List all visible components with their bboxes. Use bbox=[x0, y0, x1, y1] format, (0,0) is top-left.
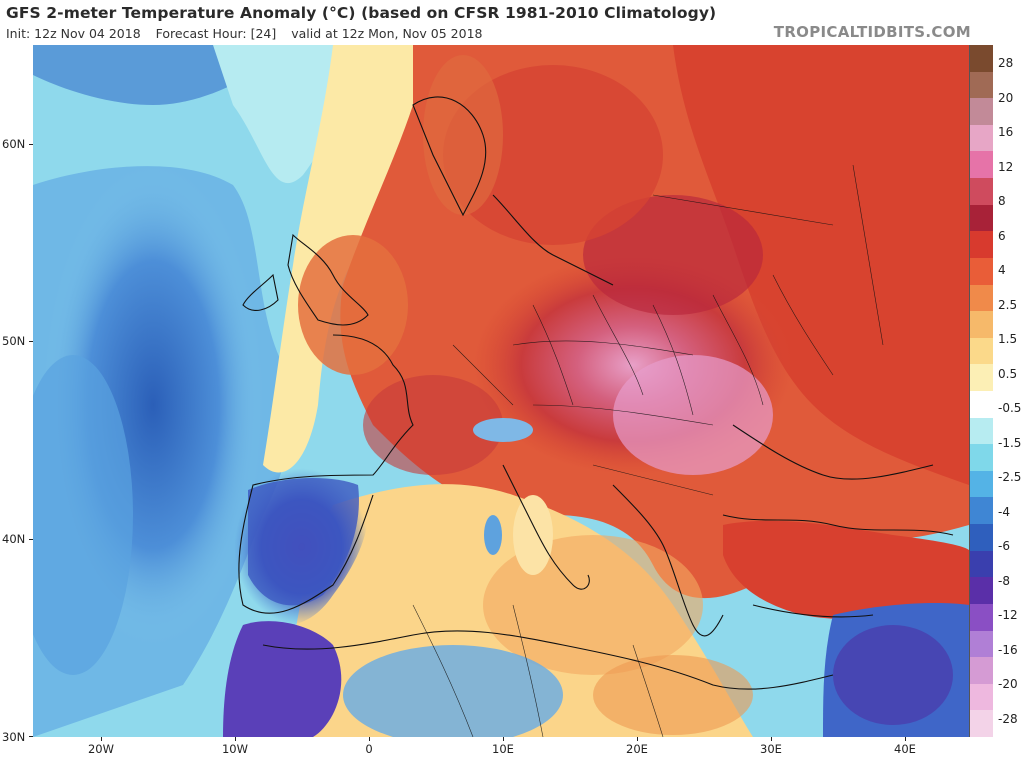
colorbar-cell bbox=[970, 45, 993, 73]
colorbar-cell bbox=[970, 710, 993, 738]
colorbar bbox=[969, 45, 993, 738]
morocco-cold bbox=[223, 621, 342, 737]
alps-cold bbox=[473, 418, 533, 442]
lon-label-40e: 40E bbox=[894, 742, 916, 756]
lon-tick bbox=[771, 737, 772, 741]
lat-label-60n: 60N bbox=[2, 137, 26, 151]
colorbar-tick-label: 4 bbox=[998, 263, 1006, 278]
norway-coast-warm bbox=[423, 55, 503, 215]
levant-cold-core bbox=[833, 625, 953, 725]
valid-time: valid at 12z Mon, Nov 05 2018 bbox=[291, 26, 483, 41]
map-subtitle: Init: 12z Nov 04 2018 Forecast Hour: [24… bbox=[6, 26, 494, 41]
lat-tick bbox=[29, 144, 33, 145]
colorbar-cell bbox=[970, 497, 993, 525]
colorbar-tick-label: -4 bbox=[998, 504, 1010, 519]
lon-tick bbox=[235, 737, 236, 741]
brand-watermark: TROPICALTIDBITS.COM bbox=[773, 23, 971, 41]
baltic-warm bbox=[583, 195, 763, 315]
libya-warm bbox=[593, 655, 753, 735]
colorbar-cell bbox=[970, 577, 993, 605]
turkey-warm bbox=[723, 520, 969, 620]
anomaly-map bbox=[33, 45, 969, 737]
colorbar-tick-label: -0.5 bbox=[998, 401, 1022, 416]
lon-label-30e: 30E bbox=[760, 742, 782, 756]
colorbar-cell bbox=[970, 470, 993, 498]
forecast-hour: Forecast Hour: [24] bbox=[155, 26, 277, 41]
lat-label-40n: 40N bbox=[2, 532, 26, 546]
colorbar-tick-label: 6 bbox=[998, 228, 1006, 243]
france-warm bbox=[363, 375, 503, 475]
colorbar-tick-label: -12 bbox=[998, 608, 1018, 623]
lon-tick bbox=[637, 737, 638, 741]
colorbar-tick-label: 12 bbox=[998, 159, 1014, 174]
colorbar-cell bbox=[970, 550, 993, 578]
colorbar-cell bbox=[970, 98, 993, 126]
map-title: GFS 2-meter Temperature Anomaly (°C) (ba… bbox=[6, 4, 717, 22]
colorbar-cell bbox=[970, 337, 993, 365]
colorbar-tick-label: 8 bbox=[998, 194, 1006, 209]
colorbar-tick-label: 16 bbox=[998, 125, 1014, 140]
russia-warm bbox=[673, 45, 969, 485]
colorbar-cell bbox=[970, 683, 993, 711]
colorbar-tick-label: -28 bbox=[998, 712, 1018, 726]
lon-tick bbox=[503, 737, 504, 741]
colorbar-cell bbox=[970, 524, 993, 552]
britain-warm bbox=[298, 235, 408, 375]
colorbar-tick-label: -6 bbox=[998, 539, 1010, 554]
colorbar-cell bbox=[970, 284, 993, 312]
colorbar-cell bbox=[970, 391, 993, 419]
lon-label-10e: 10E bbox=[492, 742, 514, 756]
lat-label-30n: 30N bbox=[2, 730, 26, 744]
colorbar-cell bbox=[970, 124, 993, 152]
iberia-cold-fill bbox=[248, 478, 359, 606]
sardinia-cold bbox=[484, 515, 502, 555]
colorbar-tick-label: 2.5 bbox=[998, 297, 1018, 312]
colorbar-cell bbox=[970, 231, 993, 259]
country-borders bbox=[412, 164, 884, 737]
colorbar-tick-label: -2.5 bbox=[998, 470, 1022, 485]
colorbar-tick-label: 0.5 bbox=[998, 366, 1018, 381]
colorbar-cell bbox=[970, 257, 993, 286]
colorbar-tick-label: 28 bbox=[998, 56, 1014, 70]
atlantic-cold-west bbox=[33, 355, 133, 675]
colorbar-tick-label: -20 bbox=[998, 677, 1018, 692]
colorbar-cell bbox=[970, 630, 993, 658]
colorbar-tick-label: -1.5 bbox=[998, 435, 1022, 450]
lat-tick bbox=[29, 736, 33, 737]
colorbar-cell bbox=[970, 657, 993, 685]
colorbar-cell bbox=[970, 364, 993, 392]
colorbar-tick-label: -8 bbox=[998, 573, 1010, 588]
colorbar-cell bbox=[970, 417, 993, 445]
algeria-cold bbox=[343, 645, 563, 737]
colorbar-tick-label: 1.5 bbox=[998, 332, 1018, 347]
coastlines bbox=[238, 96, 954, 690]
lon-tick bbox=[905, 737, 906, 741]
colorbar-cell bbox=[970, 603, 993, 632]
colorbar-cell bbox=[970, 444, 993, 472]
colorbar-cell bbox=[970, 178, 993, 206]
colorbar-cell bbox=[970, 71, 993, 99]
lat-label-50n: 50N bbox=[2, 334, 26, 348]
italy-cool bbox=[513, 495, 553, 575]
lat-tick bbox=[29, 539, 33, 540]
lon-label-20e: 20E bbox=[626, 742, 648, 756]
lon-label-10w: 10W bbox=[221, 742, 249, 756]
lon-label-20w: 20W bbox=[87, 742, 115, 756]
colorbar-cell bbox=[970, 204, 993, 232]
colorbar-tick-label: 20 bbox=[998, 90, 1014, 105]
lat-tick bbox=[29, 341, 33, 342]
north-atlantic-light bbox=[213, 45, 363, 184]
lon-tick bbox=[369, 737, 370, 741]
colorbar-cell bbox=[970, 151, 993, 179]
init-time: Init: 12z Nov 04 2018 bbox=[6, 26, 141, 41]
colorbar-tick-label: -16 bbox=[998, 642, 1018, 657]
lon-tick bbox=[101, 737, 102, 741]
lon-label-0: 0 bbox=[365, 742, 373, 756]
colorbar-cell bbox=[970, 311, 993, 339]
